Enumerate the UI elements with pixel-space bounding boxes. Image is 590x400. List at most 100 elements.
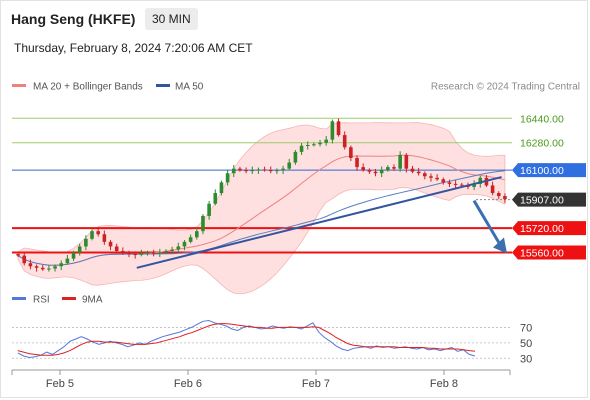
candle-body — [496, 193, 501, 197]
time-axis: Feb 5 Feb 6 Feb 7 Feb 8 — [11, 369, 511, 390]
candle-body — [194, 231, 199, 238]
candle-body — [59, 263, 64, 267]
level-tag-15720.00 — [512, 221, 586, 236]
candle-body — [281, 168, 285, 171]
candle-body — [287, 162, 292, 169]
candle-body — [398, 154, 402, 169]
rsi-tick-label: 50 — [520, 338, 532, 350]
candle-body — [127, 252, 131, 255]
ma20-legend-label: MA 20 + Bollinger Bands — [33, 82, 143, 93]
credit-text: Research © 2024 Trading Central — [431, 82, 580, 93]
moving-averages — [17, 154, 506, 266]
candle-body — [65, 258, 70, 264]
ma50-line — [17, 170, 505, 266]
candle-body — [312, 144, 316, 146]
candle-body — [379, 170, 384, 174]
candle-body — [158, 252, 162, 254]
candle-body — [114, 246, 119, 252]
candle-body — [225, 173, 230, 183]
candle-body — [472, 183, 476, 187]
candle-body — [429, 176, 433, 178]
candle-body — [262, 169, 267, 171]
candle-body — [416, 171, 421, 174]
candle-body — [404, 154, 409, 169]
candle-body — [28, 263, 33, 267]
rsi-legend-label: RSI — [33, 295, 50, 306]
candle-body — [435, 177, 439, 180]
candle-body — [410, 168, 415, 172]
candle-body — [244, 170, 248, 172]
candle-body — [250, 170, 255, 172]
candle-body — [392, 167, 396, 169]
candle-body — [170, 249, 174, 252]
candle-body — [84, 238, 88, 247]
candle-body — [133, 254, 137, 256]
candle-body — [238, 168, 242, 171]
candle-body — [231, 168, 236, 174]
candle-body — [478, 177, 483, 184]
candle-body — [34, 266, 39, 268]
candle-body — [386, 167, 390, 171]
candle-body — [342, 135, 347, 148]
time-tick-label: Feb 7 — [302, 378, 330, 390]
ma20-swatch — [12, 84, 26, 87]
candle-body — [47, 268, 51, 270]
level-label: 15720.00 — [520, 223, 564, 235]
time-tick-label: Feb 6 — [174, 378, 202, 390]
candle-body — [182, 241, 187, 247]
candle-body — [102, 234, 107, 242]
rsi-tick-label: 30 — [520, 353, 532, 365]
level-label: 16440.00 — [520, 113, 564, 125]
candle-body — [121, 251, 125, 253]
rsi-swatch — [12, 297, 26, 300]
candle-body — [256, 169, 261, 171]
candle-body — [275, 170, 279, 172]
level-label: 16280.00 — [520, 138, 564, 150]
candle-body — [441, 179, 446, 183]
timeframe-button[interactable]: 30 MIN — [145, 8, 198, 30]
forecast-arrow-head — [493, 237, 507, 254]
candle-body — [367, 170, 372, 172]
candle-body — [108, 241, 113, 247]
candle-body — [53, 266, 57, 269]
candle-body — [213, 193, 218, 204]
candle-body — [16, 254, 20, 256]
candle-body — [151, 252, 156, 254]
ma9-swatch — [62, 297, 76, 300]
candle-body — [373, 171, 378, 174]
candle-body — [355, 157, 359, 168]
bollinger-band-area — [17, 122, 506, 295]
ma9-legend-label: 9MA — [82, 295, 103, 306]
main-legend: MA 20 + Bollinger Bands MA 50 Research ©… — [12, 82, 580, 93]
level-label: 15560.00 — [520, 248, 564, 260]
rsi-panel: 30 50 70 — [12, 319, 532, 365]
candle-body — [40, 267, 45, 270]
candle-body — [423, 173, 427, 177]
chart-overlays — [136, 176, 507, 269]
candle-body — [139, 253, 144, 255]
level-label: 16100.00 — [520, 165, 564, 177]
level-tag-16100.00 — [512, 163, 586, 178]
candle-body — [207, 203, 211, 216]
candle-body — [22, 255, 27, 264]
candle-body — [77, 246, 82, 253]
candle-body — [459, 184, 464, 186]
candle-body — [96, 231, 100, 235]
candle-body — [164, 251, 168, 253]
rsi-tick-label: 70 — [520, 322, 532, 334]
level-tag-15907.00 — [512, 192, 586, 207]
instrument-title: Hang Seng (HKFE) — [11, 11, 136, 27]
time-tick-label: Feb 8 — [430, 378, 458, 390]
candle-body — [318, 142, 322, 145]
report-datetime: Thursday, February 8, 2024 7:20:06 AM CE… — [14, 41, 253, 55]
candle-body — [176, 246, 181, 250]
candle-body — [361, 167, 365, 171]
candle-body — [336, 121, 341, 136]
chart-header: Hang Seng (HKFE) 30 MIN — [0, 0, 588, 36]
candle-body — [503, 196, 507, 200]
candle-body — [219, 182, 224, 194]
level-tag-15560.00 — [512, 245, 586, 260]
forecast-arrow-shaft — [472, 199, 502, 246]
candle-body — [453, 183, 458, 185]
level-label: 15907.00 — [520, 195, 564, 207]
